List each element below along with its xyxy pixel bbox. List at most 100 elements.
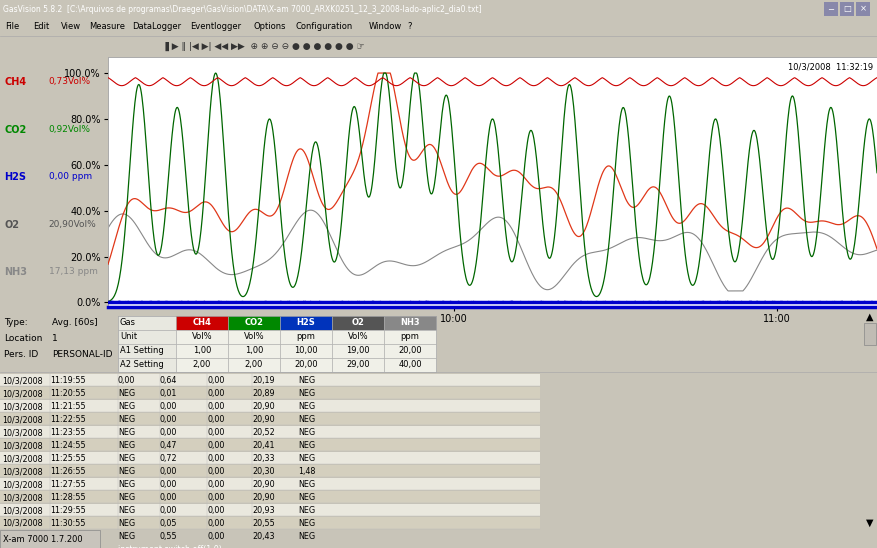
Text: NEG: NEG: [118, 532, 135, 541]
Text: 0,64: 0,64: [160, 376, 177, 385]
Text: 20,19: 20,19: [252, 376, 275, 385]
Text: NEG: NEG: [118, 402, 135, 411]
Text: 0,00: 0,00: [118, 376, 135, 385]
Text: Location: Location: [4, 334, 42, 343]
Bar: [118, 316, 436, 372]
Text: NH3: NH3: [400, 318, 420, 327]
Text: 10/3/2008: 10/3/2008: [2, 415, 43, 424]
Text: 20,00: 20,00: [398, 346, 422, 355]
Text: ─: ─: [829, 4, 833, 14]
Text: 0,00: 0,00: [207, 376, 225, 385]
Text: 29,00: 29,00: [346, 360, 370, 369]
Text: NEG: NEG: [298, 506, 315, 515]
Text: NEG: NEG: [118, 467, 135, 476]
Bar: [384, 358, 436, 372]
Text: 0,00: 0,00: [207, 519, 225, 528]
Bar: [280, 344, 332, 358]
Text: 11:21:55: 11:21:55: [50, 402, 86, 411]
Text: ppm: ppm: [401, 332, 419, 341]
Text: 10/3/2008: 10/3/2008: [2, 389, 43, 398]
Text: NEG: NEG: [298, 376, 315, 385]
Bar: [332, 358, 384, 372]
Text: 20,90: 20,90: [252, 480, 275, 489]
Bar: [118, 316, 176, 330]
Text: 20,00: 20,00: [294, 360, 317, 369]
Bar: [0, 413, 540, 425]
Bar: [176, 316, 228, 330]
Text: 20,89: 20,89: [252, 389, 275, 398]
Text: 11:32:19: 11:32:19: [50, 545, 85, 548]
Text: 0,00: 0,00: [160, 506, 177, 515]
Text: 10/3/2008: 10/3/2008: [2, 519, 43, 528]
Bar: [0, 452, 540, 464]
Text: Options: Options: [253, 22, 286, 31]
Text: 0,00: 0,00: [207, 493, 225, 502]
Text: 11:23:55: 11:23:55: [50, 428, 86, 437]
Text: 11:25:55: 11:25:55: [50, 454, 86, 463]
Text: 20,30: 20,30: [252, 467, 275, 476]
Text: 0,00: 0,00: [160, 493, 177, 502]
Bar: [824, 2, 838, 16]
Text: GasVision 5.8.2  [C:\Arquivos de programas\Draeger\GasVision\DATA\X-am 7000_ARXK: GasVision 5.8.2 [C:\Arquivos de programa…: [3, 4, 481, 14]
Text: 11:24:55: 11:24:55: [50, 441, 86, 450]
Text: 11:20:55: 11:20:55: [50, 389, 86, 398]
Bar: [384, 330, 436, 344]
Text: 11:19:55: 11:19:55: [50, 376, 86, 385]
Text: Edit: Edit: [33, 22, 49, 31]
Text: 1,00: 1,00: [193, 346, 211, 355]
Text: 0,00: 0,00: [207, 506, 225, 515]
Text: 20,33: 20,33: [252, 454, 275, 463]
Text: 10,00: 10,00: [294, 346, 317, 355]
Text: NEG: NEG: [298, 493, 315, 502]
Text: ppm: ppm: [296, 332, 316, 341]
Text: 10/3/2008: 10/3/2008: [2, 441, 43, 450]
Bar: [228, 330, 280, 344]
Text: ▲: ▲: [866, 312, 873, 322]
Bar: [840, 2, 854, 16]
Text: View: View: [61, 22, 82, 31]
Text: O2: O2: [352, 318, 365, 327]
Text: 0,00: 0,00: [207, 389, 225, 398]
Text: 11:22:55: 11:22:55: [50, 415, 86, 424]
Text: 0,00: 0,00: [160, 467, 177, 476]
Text: 10/3/2008: 10/3/2008: [2, 493, 43, 502]
Text: Avg. [60s]: Avg. [60s]: [52, 318, 97, 327]
Text: 1: 1: [52, 334, 58, 343]
Text: 2,00: 2,00: [193, 360, 211, 369]
Text: NEG: NEG: [298, 441, 315, 450]
Bar: [384, 316, 436, 330]
Bar: [0, 543, 540, 548]
Bar: [0, 530, 100, 548]
Text: NEG: NEG: [118, 480, 135, 489]
Text: NEG: NEG: [298, 415, 315, 424]
Text: ▐ ▶ ‖ |◀ ▶| ◀◀ ▶▶  ⊕ ⊕ ⊖ ⊖ ● ● ● ● ● ● ☞: ▐ ▶ ‖ |◀ ▶| ◀◀ ▶▶ ⊕ ⊕ ⊖ ⊖ ● ● ● ● ● ● ☞: [161, 42, 365, 50]
Text: H2S: H2S: [4, 172, 26, 182]
Text: 10/3/2008: 10/3/2008: [2, 506, 43, 515]
Text: NEG: NEG: [118, 415, 135, 424]
Text: 0,00: 0,00: [207, 415, 225, 424]
Text: X-am 7000 1.7.200: X-am 7000 1.7.200: [3, 534, 82, 544]
Bar: [0, 374, 540, 386]
Text: 0,47: 0,47: [160, 441, 177, 450]
Text: 1,00: 1,00: [245, 346, 263, 355]
Text: 10/3/2008: 10/3/2008: [2, 545, 43, 548]
Text: 0,00: 0,00: [207, 532, 225, 541]
Bar: [280, 330, 332, 344]
Text: 0,00: 0,00: [207, 441, 225, 450]
Text: 10/3/2008: 10/3/2008: [2, 532, 43, 541]
Text: CO2: CO2: [4, 124, 26, 134]
Text: 20,90: 20,90: [252, 415, 275, 424]
Text: Eventlogger: Eventlogger: [190, 22, 241, 31]
Text: 10/3/2008: 10/3/2008: [2, 454, 43, 463]
Bar: [118, 330, 176, 344]
Text: 0,01: 0,01: [160, 389, 177, 398]
Text: NEG: NEG: [298, 389, 315, 398]
Text: A1 Setting: A1 Setting: [120, 346, 164, 355]
Text: 0,00: 0,00: [207, 402, 225, 411]
Bar: [332, 344, 384, 358]
Text: NEG: NEG: [298, 532, 315, 541]
Text: NEG: NEG: [118, 454, 135, 463]
Text: 11:26:55: 11:26:55: [50, 467, 86, 476]
Text: 0,00: 0,00: [160, 415, 177, 424]
Bar: [865, 323, 875, 345]
